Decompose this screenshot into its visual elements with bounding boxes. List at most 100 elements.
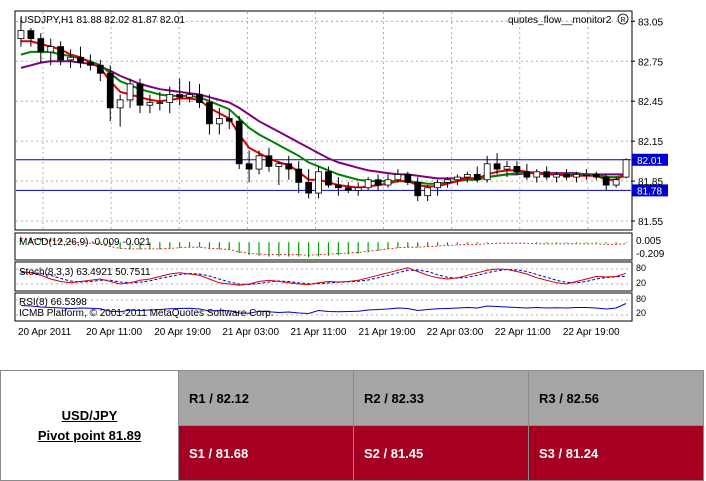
rsi-tick-top: 80 bbox=[636, 294, 646, 304]
candle bbox=[305, 169, 312, 199]
x-tick-label: 21 Apr 19:00 bbox=[359, 327, 416, 338]
candle bbox=[335, 177, 342, 196]
candle bbox=[612, 177, 620, 188]
candle bbox=[87, 54, 94, 71]
candle bbox=[503, 161, 511, 178]
candle bbox=[116, 94, 124, 127]
stoch-tick-bottom: 20 bbox=[636, 278, 646, 288]
candle bbox=[67, 49, 74, 68]
candle bbox=[513, 161, 521, 175]
x-tick-label: 22 Apr 11:00 bbox=[495, 327, 551, 338]
copyright-icon: R bbox=[617, 13, 629, 25]
x-tick-label: 20 Apr 11:00 bbox=[86, 327, 142, 338]
candle bbox=[553, 171, 560, 183]
candle bbox=[384, 174, 392, 188]
stoch-tick-top: 80 bbox=[636, 263, 646, 273]
pivot-point: Pivot point 81.89 bbox=[37, 427, 142, 443]
candle bbox=[285, 155, 293, 180]
main-panel bbox=[14, 10, 633, 231]
macd-signal-line bbox=[20, 238, 627, 256]
candle bbox=[275, 161, 283, 186]
candle bbox=[404, 171, 412, 186]
candle bbox=[543, 166, 551, 180]
candle bbox=[96, 59, 104, 82]
y-tick-label: 82.45 bbox=[638, 97, 663, 108]
s1-cell: S1 / 81.68 bbox=[178, 425, 354, 481]
r2-cell: R2 / 82.33 bbox=[353, 370, 529, 426]
rsi-line bbox=[20, 303, 627, 315]
candle bbox=[57, 41, 65, 66]
candle bbox=[176, 78, 184, 106]
x-tick-label: 20 Apr 2011 bbox=[18, 327, 72, 338]
s2-cell: S2 / 81.45 bbox=[353, 425, 529, 481]
candle bbox=[37, 33, 45, 63]
copyright-text: ICMB Platform, © 2001-2011 MetaQuotes So… bbox=[19, 308, 274, 319]
candle bbox=[47, 38, 55, 66]
candle bbox=[126, 78, 134, 108]
r3-cell: R3 / 82.56 bbox=[528, 370, 704, 426]
price-chart: 82.01 81.78 83.05 82.75 82.45 82.15 81.85 81.5… bbox=[14, 10, 668, 338]
candle bbox=[414, 177, 422, 202]
y-tick-label: 81.55 bbox=[638, 217, 663, 228]
rsi-label: RSI(8) 66.5398 bbox=[19, 297, 87, 308]
candle bbox=[166, 86, 174, 114]
candle bbox=[493, 153, 501, 175]
candle bbox=[523, 163, 531, 180]
pivot-table: USD/JPY Pivot point 81.89 R1 / 82.12 R2 … bbox=[0, 370, 704, 481]
candle bbox=[156, 91, 164, 111]
candle bbox=[374, 174, 382, 191]
candle bbox=[364, 177, 372, 191]
stoch-panel bbox=[14, 261, 633, 292]
candle bbox=[235, 115, 243, 170]
r1-cell: R1 / 82.12 bbox=[178, 370, 354, 426]
candle bbox=[394, 169, 402, 183]
macd-tick-bottom: -0.209 bbox=[636, 249, 665, 260]
candle bbox=[255, 150, 263, 175]
candle bbox=[196, 83, 203, 108]
candle bbox=[206, 94, 213, 135]
x-tick-label: 22 Apr 19:00 bbox=[563, 327, 620, 338]
pair-name: USD/JPY bbox=[61, 407, 118, 423]
candle bbox=[573, 171, 580, 183]
x-tick-label: 21 Apr 11:00 bbox=[290, 327, 346, 338]
pair-cell: USD/JPY Pivot point 81.89 bbox=[0, 370, 179, 481]
macd-tick-top: 0.005 bbox=[636, 236, 661, 247]
price-label-text: 81.78 bbox=[637, 186, 662, 197]
candle bbox=[434, 179, 441, 196]
candle bbox=[463, 171, 471, 183]
candle bbox=[186, 81, 193, 103]
candle bbox=[325, 166, 332, 188]
x-tick-label: 21 Apr 03:00 bbox=[222, 327, 279, 338]
price-label-box bbox=[632, 184, 668, 197]
x-tick-label: 22 Apr 03:00 bbox=[427, 327, 484, 338]
watermark: quotes_flow__monitor2 bbox=[508, 15, 612, 26]
price-label-box bbox=[632, 153, 668, 166]
rsi-tick-bottom: 20 bbox=[636, 308, 646, 318]
stoch-main-line bbox=[20, 267, 627, 286]
candle bbox=[533, 169, 541, 183]
macd-label: MACD(12,26,9) -0.009 -0.021 bbox=[19, 237, 151, 248]
candle bbox=[245, 150, 253, 183]
stoch-label: Stoch(8,3,3) 63.4921 50.7511 bbox=[19, 267, 151, 278]
candle bbox=[592, 171, 600, 180]
candle bbox=[454, 174, 461, 186]
stoch-signal-line bbox=[20, 268, 627, 286]
svg-text:R: R bbox=[621, 17, 626, 24]
candle bbox=[106, 65, 114, 122]
y-tick-label: 81.85 bbox=[638, 177, 663, 188]
candle bbox=[77, 46, 84, 68]
x-tick-label: 20 Apr 19:00 bbox=[154, 327, 211, 338]
candle bbox=[563, 169, 570, 180]
macd-panel bbox=[14, 232, 633, 261]
candle bbox=[473, 166, 481, 183]
candle bbox=[344, 182, 352, 194]
candle bbox=[295, 161, 303, 194]
candle bbox=[315, 166, 322, 199]
candle bbox=[424, 185, 432, 202]
candle bbox=[27, 27, 35, 47]
candle bbox=[582, 169, 590, 180]
candle bbox=[602, 174, 610, 191]
candle bbox=[136, 78, 144, 114]
candle bbox=[265, 147, 273, 172]
candle bbox=[622, 158, 630, 179]
